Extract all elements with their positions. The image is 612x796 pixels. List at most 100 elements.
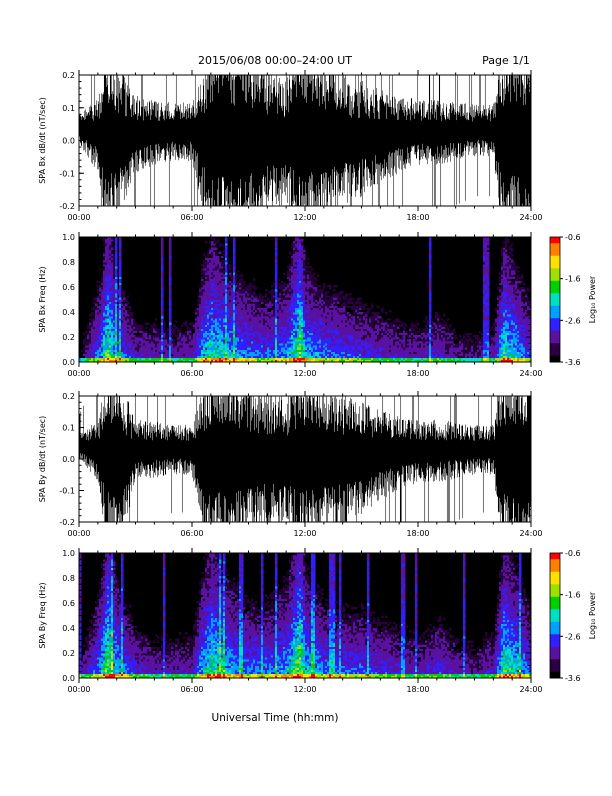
spectrogram-cell [325, 306, 327, 308]
spectrogram-cell [261, 300, 263, 302]
spectrogram-cell [203, 314, 205, 316]
spectrogram-cell [107, 247, 109, 249]
spectrogram-cell [127, 314, 129, 316]
spectrogram-cell [179, 333, 181, 335]
spectrogram-cell [269, 327, 271, 329]
spectrogram-cell [105, 343, 107, 345]
spectrogram-cell [225, 275, 227, 277]
spectrogram-cell [345, 295, 347, 297]
spectrogram-cell [319, 333, 321, 335]
spectrogram-cell [107, 300, 109, 302]
spectrogram-cell [223, 333, 225, 335]
spectrogram-cell [253, 306, 255, 308]
spectrogram-cell [297, 245, 299, 247]
spectrogram-cell [321, 295, 323, 297]
spectrogram-cell [91, 350, 93, 352]
spectrogram-cell [279, 312, 281, 314]
spectrogram-cell [251, 316, 253, 318]
spectrogram-cell [87, 335, 89, 337]
spectrogram-cell [223, 277, 225, 279]
spectrogram-cell [271, 331, 273, 333]
spectrogram-cell [181, 350, 183, 352]
spectrogram-cell [329, 352, 331, 354]
spectrogram-cell [95, 343, 97, 345]
spectrogram-cell [149, 347, 151, 349]
spectrogram-cell [297, 345, 299, 347]
spectrogram-cell [249, 289, 251, 291]
spectrogram-cell [207, 254, 209, 256]
spectrogram-cell [89, 358, 91, 360]
spectrogram-cell [303, 304, 305, 306]
spectrogram-cell [259, 316, 261, 318]
spectrogram-cell [119, 356, 121, 358]
spectrogram-cell [301, 287, 303, 289]
spectrogram-cell [323, 356, 325, 358]
spectrogram-cell [181, 333, 183, 335]
spectrogram-cell [95, 329, 97, 331]
spectrogram-cell [283, 297, 285, 299]
spectrogram-cell [169, 339, 171, 341]
spectrogram-cell [137, 350, 139, 352]
spectrogram-cell [233, 295, 235, 297]
spectrogram-cell [209, 247, 211, 249]
spectrogram-cell [299, 354, 301, 356]
spectrogram-cell [103, 327, 105, 329]
spectrogram-cell [277, 322, 279, 324]
spectrogram-cell [165, 347, 167, 349]
spectrogram-cell [291, 293, 293, 295]
spectrogram-cell [233, 350, 235, 352]
spectrogram-cell [321, 335, 323, 337]
spectrogram-cell [335, 302, 337, 304]
spectrogram-cell [283, 306, 285, 308]
spectrogram-cell [321, 325, 323, 327]
spectrogram-cell [187, 327, 189, 329]
spectrogram-cell [211, 322, 213, 324]
spectrogram-cell [137, 327, 139, 329]
spectrogram-cell [147, 358, 149, 360]
spectrogram-cell [241, 283, 243, 285]
spectrogram-cell [297, 264, 299, 266]
spectrogram-cell [177, 341, 179, 343]
spectrogram-cell [199, 318, 201, 320]
spectrogram-cell [243, 314, 245, 316]
spectrogram-cell [317, 295, 319, 297]
spectrogram-cell [323, 339, 325, 341]
spectrogram-cell [239, 356, 241, 358]
spectrogram-cell [123, 333, 125, 335]
spectrogram-cell [323, 331, 325, 333]
spectrogram-cell [219, 331, 221, 333]
spectrogram-cell [315, 329, 317, 331]
spectrogram-cell [249, 347, 251, 349]
spectrogram-cell [237, 293, 239, 295]
spectrogram-cell [123, 341, 125, 343]
spectrogram-cell [109, 245, 111, 247]
spectrogram-cell [269, 331, 271, 333]
spectrogram-cell [329, 343, 331, 345]
spectrogram-cell [241, 310, 243, 312]
spectrogram-cell [131, 350, 133, 352]
spectrogram-cell [209, 283, 211, 285]
spectrogram-cell [295, 239, 297, 241]
spectrogram-cell [105, 239, 107, 241]
spectrogram-cell [211, 308, 213, 310]
spectrogram-cell [101, 343, 103, 345]
spectrogram-cell [199, 287, 201, 289]
spectrogram-cell [211, 333, 213, 335]
spectrogram-cell [99, 341, 101, 343]
spectrogram-cell [243, 306, 245, 308]
spectrogram-cell [295, 243, 297, 245]
spectrogram-cell [299, 262, 301, 264]
spectrogram-cell [119, 339, 121, 341]
spectrogram-cell [83, 343, 85, 345]
spectrogram-cell [301, 297, 303, 299]
spectrogram-cell [327, 291, 329, 293]
spectrogram-cell [209, 339, 211, 341]
spectrogram-cell [199, 300, 201, 302]
spectrogram-cell [193, 327, 195, 329]
spectrogram-cell [157, 352, 159, 354]
spectrogram-cell [113, 266, 115, 268]
spectrogram-cell [223, 325, 225, 327]
spectrogram-cell [97, 347, 99, 349]
spectrogram-cell [233, 270, 235, 272]
spectrogram-cell [285, 306, 287, 308]
